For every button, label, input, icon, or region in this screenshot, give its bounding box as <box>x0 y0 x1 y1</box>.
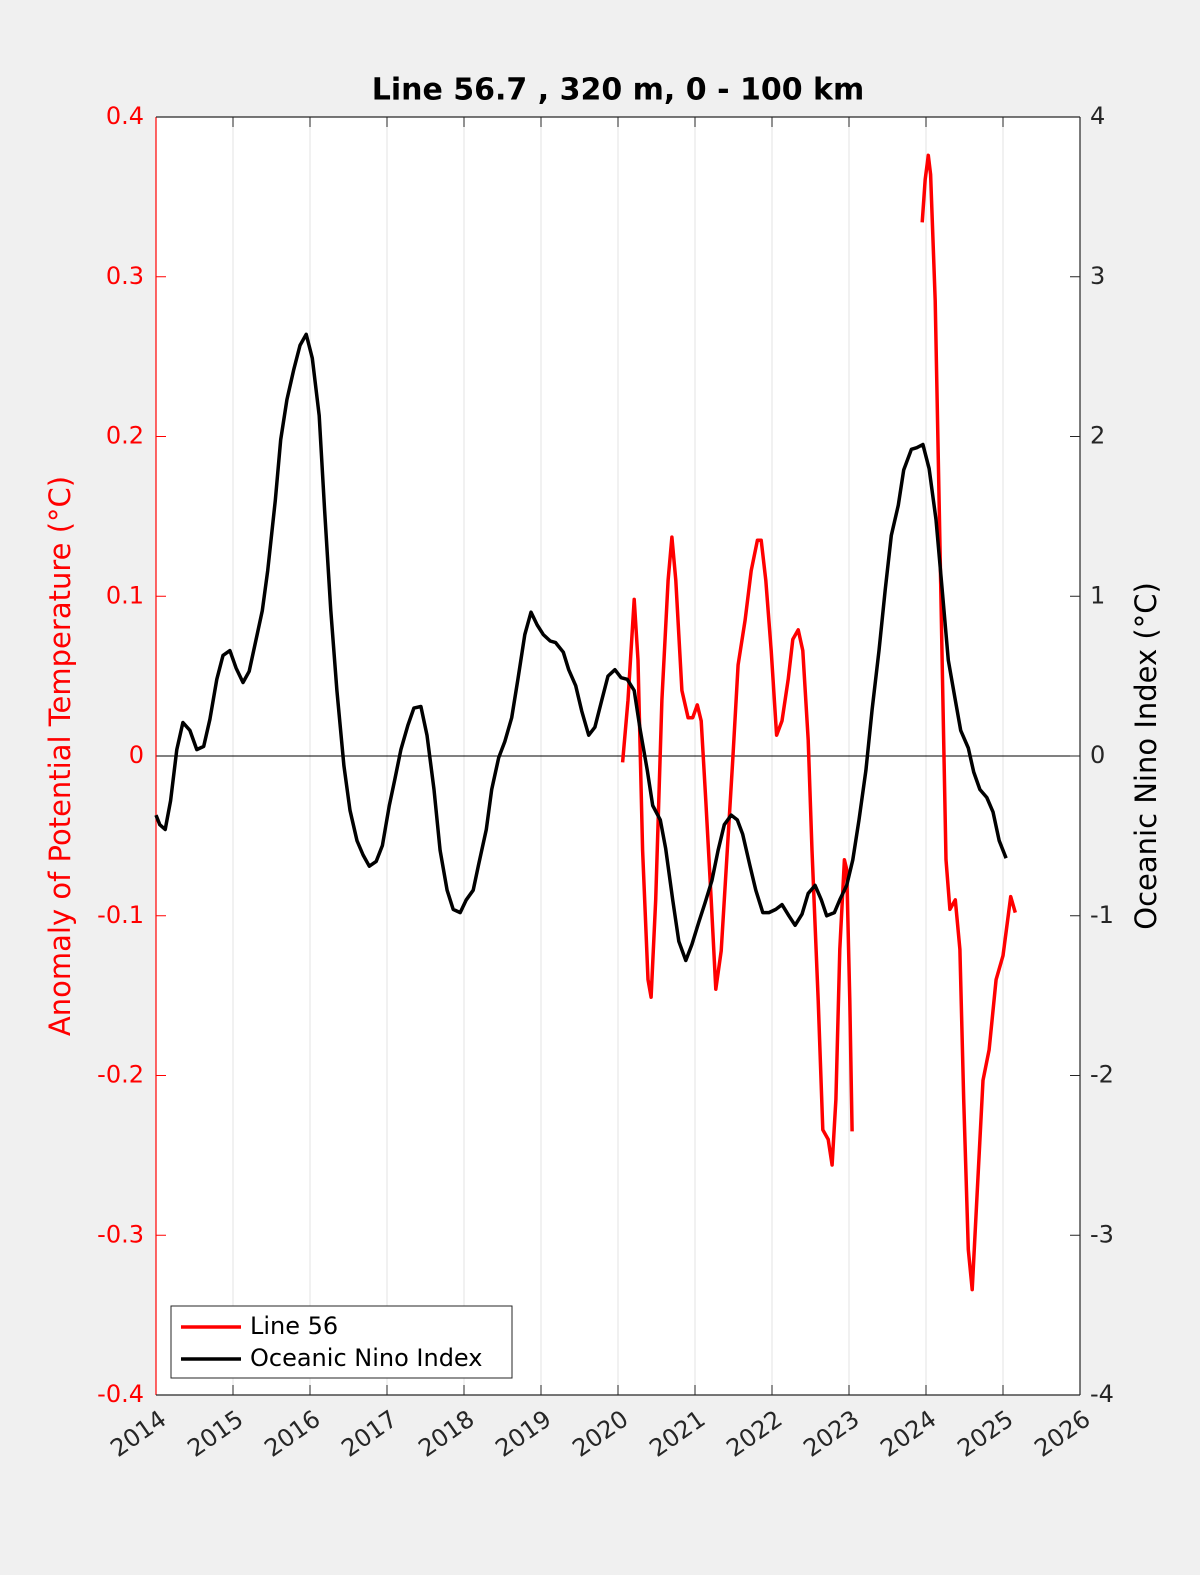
data-line <box>154 332 1008 963</box>
y2-tick-label: -1 <box>1090 901 1114 929</box>
y-tick-label: -0.3 <box>97 1220 144 1248</box>
y2-tick-label: 3 <box>1090 262 1105 290</box>
x-tick-label: 2024 <box>875 1405 941 1463</box>
y2-tick-label: -3 <box>1090 1220 1114 1248</box>
x-tick-label: 2018 <box>413 1405 479 1463</box>
chart-title: Line 56.7 , 320 m, 0 - 100 km <box>372 73 865 108</box>
x-tick-label: 2023 <box>798 1405 864 1463</box>
x-tick-label: 2019 <box>490 1405 556 1463</box>
y-tick-label: 0.2 <box>106 422 144 450</box>
y2-tick-label: 4 <box>1090 102 1105 130</box>
y2-tick-label: 2 <box>1090 422 1105 450</box>
y-tick-label: 0.3 <box>106 262 144 290</box>
x-tick-label: 2025 <box>952 1405 1018 1463</box>
x-tick-label: 2022 <box>721 1405 787 1463</box>
x-tick-label: 2026 <box>1029 1405 1095 1463</box>
y-axis-label: Anomaly of Potential Temperature (°C) <box>43 476 77 1036</box>
y2-tick-label: 0 <box>1090 741 1105 769</box>
x-tick-label: 2017 <box>336 1405 402 1463</box>
x-tick-label: 2020 <box>567 1405 633 1463</box>
y2-tick-label: -4 <box>1090 1380 1114 1408</box>
x-tick-label: 2021 <box>644 1405 710 1463</box>
y2-tick-label: 1 <box>1090 581 1105 609</box>
y-tick-label: -0.4 <box>97 1380 144 1408</box>
y-tick-label: -0.2 <box>97 1061 144 1089</box>
legend-box <box>170 1305 513 1379</box>
y-tick-label: 0 <box>129 741 144 769</box>
data-line <box>620 153 1017 1292</box>
legend-label: Oceanic Nino Index <box>250 1344 482 1372</box>
x-tick-label: 2015 <box>182 1405 248 1463</box>
legend-label: Line 56 <box>250 1312 338 1340</box>
y2-tick-label: -2 <box>1090 1061 1114 1089</box>
x-tick-label: 2016 <box>259 1405 325 1463</box>
y-tick-label: -0.1 <box>97 901 144 929</box>
y-tick-label: 0.4 <box>106 102 144 130</box>
y-tick-label: 0.1 <box>106 581 144 609</box>
y2-axis-label: Oceanic Nino Index (°C) <box>1129 582 1163 930</box>
x-tick-label: 2014 <box>105 1405 171 1463</box>
